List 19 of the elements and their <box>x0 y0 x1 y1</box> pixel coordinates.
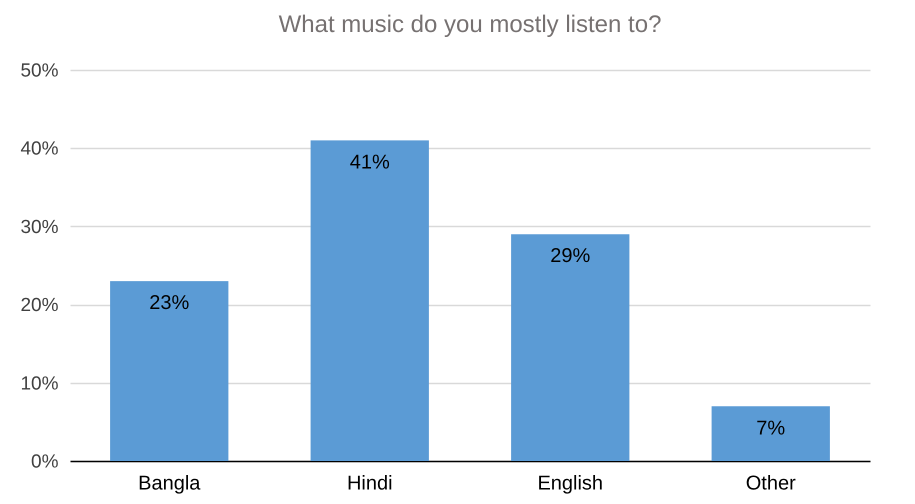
y-tick-label: 20% <box>20 295 59 316</box>
bar <box>712 406 830 461</box>
bar <box>110 281 228 461</box>
y-tick-label: 30% <box>20 216 59 238</box>
data-label: 29% <box>550 245 590 268</box>
bar <box>511 234 630 461</box>
data-label: 41% <box>350 151 390 174</box>
x-tick-label: Hindi <box>346 472 393 494</box>
y-tick-label: 10% <box>20 373 59 394</box>
y-tick-label: 50% <box>20 60 59 82</box>
data-label: 23% <box>149 292 190 314</box>
y-tick-label: 0% <box>31 452 59 472</box>
x-tick-label: English <box>537 472 604 494</box>
data-label: 7% <box>756 417 786 440</box>
x-tick-label: Bangla <box>138 472 202 494</box>
bar <box>310 140 429 461</box>
x-tick-label: Other <box>746 472 796 494</box>
chart-title: What music do you mostly listen to? <box>278 11 662 38</box>
y-tick-label: 40% <box>20 138 59 160</box>
